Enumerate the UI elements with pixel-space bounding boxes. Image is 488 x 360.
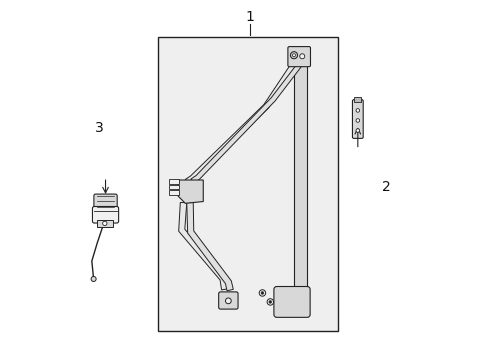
Circle shape xyxy=(225,298,231,304)
Circle shape xyxy=(259,290,265,296)
Circle shape xyxy=(102,221,107,226)
Circle shape xyxy=(268,301,271,303)
Circle shape xyxy=(292,54,295,57)
Circle shape xyxy=(355,119,359,122)
FancyBboxPatch shape xyxy=(94,194,117,211)
Text: 3: 3 xyxy=(95,121,103,135)
FancyBboxPatch shape xyxy=(352,100,363,138)
Text: 2: 2 xyxy=(381,180,390,194)
Polygon shape xyxy=(178,180,203,203)
Circle shape xyxy=(355,129,359,132)
Bar xyxy=(169,185,179,189)
Text: 1: 1 xyxy=(245,10,254,24)
Circle shape xyxy=(355,109,359,112)
Polygon shape xyxy=(178,202,227,290)
Circle shape xyxy=(266,299,273,305)
Bar xyxy=(293,63,306,300)
Polygon shape xyxy=(185,62,297,184)
FancyBboxPatch shape xyxy=(218,292,238,309)
FancyBboxPatch shape xyxy=(287,46,310,67)
FancyBboxPatch shape xyxy=(92,207,119,223)
Bar xyxy=(353,97,361,102)
Bar xyxy=(169,179,179,184)
Polygon shape xyxy=(186,203,233,291)
Circle shape xyxy=(299,54,304,59)
Bar xyxy=(169,190,179,195)
Circle shape xyxy=(91,276,96,282)
Polygon shape xyxy=(190,61,303,183)
Circle shape xyxy=(290,51,297,59)
Bar xyxy=(158,37,337,330)
Bar xyxy=(97,220,113,226)
Circle shape xyxy=(261,292,264,294)
FancyBboxPatch shape xyxy=(273,287,309,318)
